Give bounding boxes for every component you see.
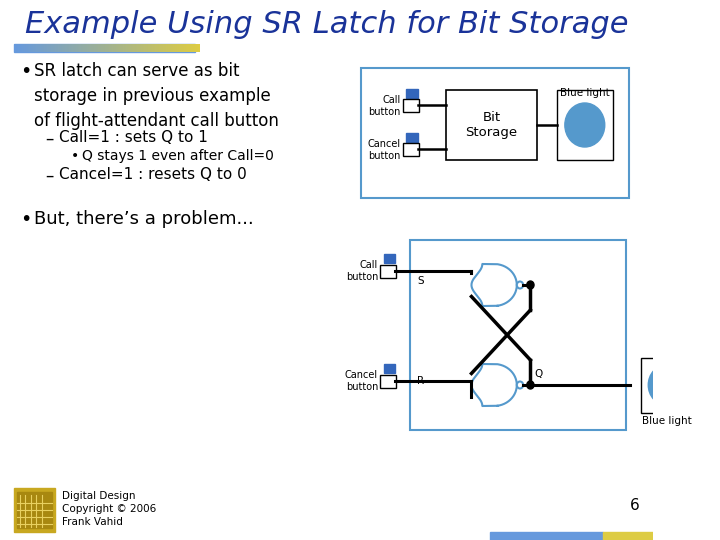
- Bar: [446, 90, 536, 160]
- Polygon shape: [472, 364, 517, 406]
- Text: S: S: [417, 276, 423, 286]
- Bar: [490, 532, 603, 540]
- Bar: [603, 532, 653, 540]
- Circle shape: [527, 381, 534, 389]
- Circle shape: [527, 281, 534, 289]
- Circle shape: [648, 365, 685, 405]
- Text: But, there’s a problem...: But, there’s a problem...: [35, 210, 254, 228]
- Text: SR latch can serve as bit
storage in previous example
of flight-attendant call b: SR latch can serve as bit storage in pre…: [35, 62, 279, 130]
- Text: Cancel
button: Cancel button: [368, 139, 401, 160]
- Text: –: –: [45, 130, 54, 148]
- Text: Q: Q: [534, 369, 542, 379]
- Bar: [17, 492, 52, 528]
- Text: Example Using SR Latch for Bit Storage: Example Using SR Latch for Bit Storage: [25, 10, 629, 39]
- Text: Call
button: Call button: [346, 260, 378, 281]
- Text: –: –: [45, 167, 54, 185]
- Bar: [402, 99, 419, 112]
- Bar: [380, 375, 396, 388]
- Bar: [380, 265, 396, 278]
- Text: •: •: [20, 210, 32, 229]
- Bar: [402, 143, 419, 156]
- Bar: [14, 44, 195, 52]
- Text: Blue light: Blue light: [560, 88, 610, 98]
- Text: Cancel=1 : resets Q to 0: Cancel=1 : resets Q to 0: [59, 167, 247, 182]
- Text: R: R: [417, 376, 424, 386]
- Bar: [384, 364, 395, 373]
- Bar: [361, 68, 629, 198]
- Text: •: •: [20, 62, 32, 81]
- Text: 6: 6: [630, 498, 640, 513]
- Text: Bit
Storage: Bit Storage: [465, 111, 518, 139]
- Text: •: •: [71, 149, 79, 163]
- Bar: [410, 240, 626, 430]
- Circle shape: [517, 281, 523, 288]
- Bar: [384, 254, 395, 263]
- Bar: [406, 89, 418, 98]
- Text: Blue light: Blue light: [642, 415, 691, 426]
- Text: Cancel
button: Cancel button: [345, 370, 378, 392]
- Circle shape: [565, 103, 605, 147]
- Bar: [14, 44, 195, 52]
- Circle shape: [517, 381, 523, 388]
- Text: Call=1 : sets Q to 1: Call=1 : sets Q to 1: [59, 130, 208, 145]
- Text: Digital Design
Copyright © 2006
Frank Vahid: Digital Design Copyright © 2006 Frank Va…: [62, 491, 156, 528]
- Bar: [14, 488, 55, 532]
- Bar: [557, 90, 613, 160]
- Polygon shape: [472, 264, 517, 306]
- Text: Call
button: Call button: [369, 95, 401, 117]
- Text: Q stays 1 even after Call=0: Q stays 1 even after Call=0: [81, 149, 274, 163]
- Bar: [642, 357, 691, 413]
- Bar: [406, 133, 418, 142]
